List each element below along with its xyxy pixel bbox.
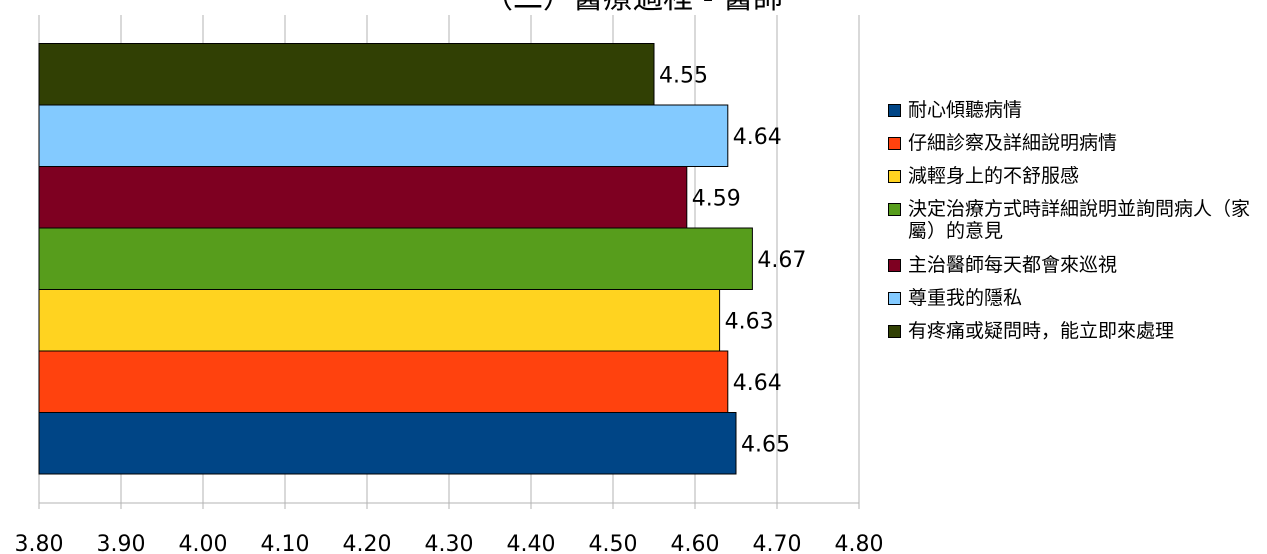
x-tick-label: 4.10 <box>261 532 310 554</box>
legend-item: 仔細診察及詳細說明病情 <box>888 132 1263 165</box>
bar <box>38 43 655 106</box>
legend-swatch <box>888 203 901 216</box>
data-label: 4.55 <box>659 63 708 88</box>
legend-item: 耐心傾聽病情 <box>888 99 1263 132</box>
legend-label: 尊重我的隱私 <box>908 287 1023 309</box>
data-label: 4.65 <box>741 432 790 457</box>
legend-swatch <box>888 137 901 150</box>
bar <box>38 350 729 413</box>
x-tick-label: 3.80 <box>15 532 64 554</box>
x-tick-label: 4.40 <box>507 532 556 554</box>
bar <box>38 227 753 290</box>
bar <box>38 166 688 229</box>
chart-title: （二）醫療過程 - 醫師 <box>483 0 783 16</box>
legend: 耐心傾聽病情仔細診察及詳細說明病情 減輕身上的不舒服感決定治療方式時詳細說明並詢問… <box>888 99 1263 353</box>
legend-swatch <box>888 170 901 183</box>
legend-item: 減輕身上的不舒服感 <box>888 165 1263 198</box>
bar <box>38 104 729 167</box>
legend-label: 仔細診察及詳細說明病情 <box>908 132 1118 154</box>
legend-label: 主治醫師每天都會來巡視 <box>908 254 1118 276</box>
legend-label: 決定治療方式時詳細說明並詢問病人（家屬）的意見 <box>908 198 1251 242</box>
legend-label: 耐心傾聽病情 <box>908 99 1023 121</box>
legend-swatch <box>888 292 901 305</box>
x-tick-label: 4.70 <box>753 532 802 554</box>
legend-label: 有疼痛或疑問時，能立即來處理 <box>908 320 1175 342</box>
x-tick-label: 4.30 <box>425 532 474 554</box>
legend-label: 減輕身上的不舒服感 <box>908 165 1080 187</box>
legend-swatch <box>888 259 901 272</box>
x-tick-label: 4.60 <box>671 532 720 554</box>
data-label: 4.67 <box>757 248 806 273</box>
data-label: 4.64 <box>733 125 782 150</box>
legend-item: 決定治療方式時詳細說明並詢問病人（家屬）的意見 <box>888 198 1263 254</box>
x-tick-label: 3.90 <box>97 532 146 554</box>
bar <box>38 412 737 475</box>
x-tick-label: 4.20 <box>343 532 392 554</box>
data-label: 4.59 <box>692 186 741 211</box>
x-tick-label: 4.80 <box>835 532 884 554</box>
legend-swatch <box>888 325 901 338</box>
legend-swatch <box>888 104 901 117</box>
data-label: 4.63 <box>725 309 774 334</box>
legend-item: 有疼痛或疑問時，能立即來處理 <box>888 320 1263 353</box>
legend-item: 尊重我的隱私 <box>888 287 1263 320</box>
legend-item: 主治醫師每天都會來巡視 <box>888 254 1263 287</box>
x-axis: 3.80 3.90 4.00 4.10 4.20 4.30 4.40 4.50 4.60 4.70… <box>15 502 884 554</box>
x-tick-label: 4.50 <box>589 532 638 554</box>
data-label: 4.64 <box>733 371 782 396</box>
x-tick-label: 4.00 <box>179 532 228 554</box>
bar <box>38 289 721 352</box>
bars: 4.65 4.64 4.63 4.67 4.59 4.64 4.55 <box>38 43 806 475</box>
